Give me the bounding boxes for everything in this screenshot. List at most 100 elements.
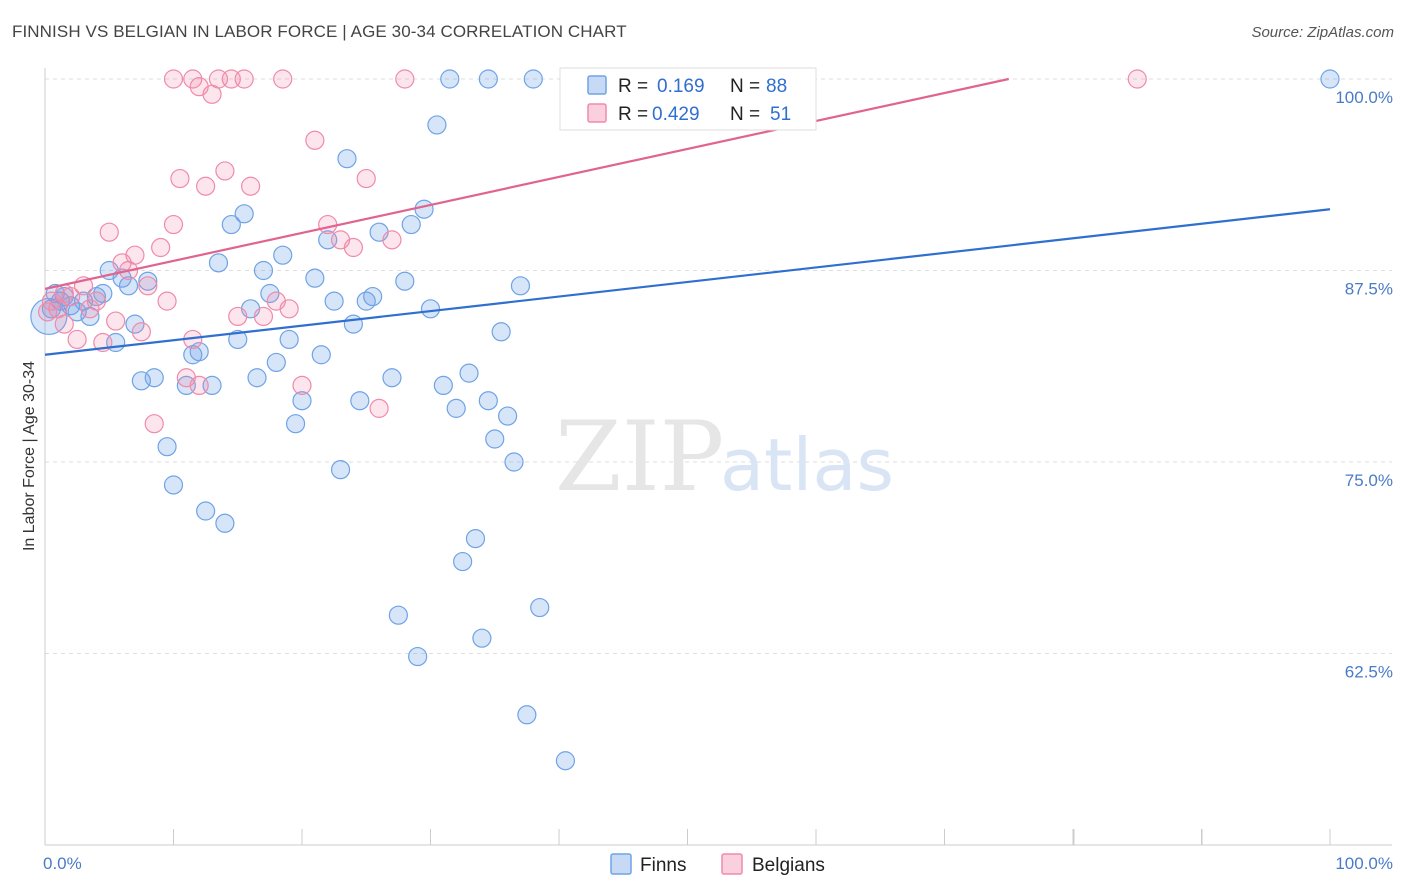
finns-point [498,406,518,426]
finns-point [1320,69,1340,89]
finns-point [228,329,248,350]
belgians-point [395,69,415,89]
legend-r-finns: 0.169 [657,76,705,97]
belgians-point [37,302,58,322]
finns-point [93,283,113,304]
belgians-point [163,69,184,89]
belgians-point [138,276,158,296]
belgians-point [99,222,119,242]
bottom-legend-belgians: Belgians [752,855,825,876]
finns-point [491,322,511,342]
finns-point [472,628,492,648]
belgians-point [215,161,235,181]
finns-point [478,391,498,411]
finns-point [337,149,357,169]
finns-point [453,551,473,572]
grid-lines [45,78,1392,654]
finns-trend-line [44,208,1331,356]
belgians-point [253,306,274,327]
belgians-point [54,314,74,334]
belgians-point [1127,69,1147,89]
belgians-point [86,291,107,311]
finns-point [408,646,428,667]
belgians-point [305,130,325,150]
y-tick-label: 100.0% [1335,88,1393,107]
finns-point [208,253,229,273]
finns-point [305,268,325,288]
x-ticks [173,829,1331,845]
finns-point [234,204,254,224]
finns-point [253,260,274,281]
belgians-point [279,299,299,319]
watermark-atlas: atlas [720,423,894,507]
belgians-point [144,414,164,434]
legend-n-label-belgians: N = [730,104,760,125]
legend-n-finns: 88 [766,76,787,97]
finns-point [138,271,158,291]
y-tick-label: 75.0% [1345,471,1393,490]
finns-point [478,69,498,89]
finns-point [485,429,505,449]
finns-point [324,291,344,311]
finns-point [260,283,280,304]
belgians-point [189,375,209,395]
belgians-point [170,168,190,189]
belgians-point [356,168,376,189]
finns-point [350,391,370,411]
bottom-legend: Finns Belgians [610,853,825,876]
legend-box: R = 0.169 N = 88 R = 0.429 N = 51 [559,67,817,131]
finns-point [157,437,177,457]
belgians-point [292,375,312,395]
legend-swatch-finns [587,75,607,95]
legend-n-label-finns: N = [730,76,760,97]
watermark-zip: ZIP [555,401,724,513]
finns-point [221,214,241,235]
finns-point [420,299,441,319]
finns-point [189,342,209,362]
source-label: Source: ZipAtlas.com [1251,24,1394,41]
belgians-point [382,230,402,250]
finns-point [279,329,299,350]
y-axis-label: In Labor Force | Age 30-34 [21,361,38,551]
finns-point [510,276,531,296]
finns-point [401,214,421,235]
bottom-legend-swatch-belgians [721,853,743,875]
belgians-point [273,69,293,89]
legend-r-label-finns: R = [618,76,648,97]
belgians-point [67,329,87,350]
finns-point [163,475,184,495]
legend-n-belgians: 51 [770,104,791,125]
finns-point [273,245,293,265]
legend-r-belgians: 0.429 [652,104,700,125]
belgians-point [157,291,177,311]
finns-point [247,368,267,388]
finns-point [292,391,312,411]
finns-point [440,69,460,89]
finns-point [459,363,479,383]
finns-point [125,314,145,334]
finns-point [363,286,383,307]
belgians-point [196,176,216,196]
finns-point [517,705,537,725]
x-tick-label-right: 100.0% [1335,854,1393,873]
finns-point [446,398,466,418]
belgians-point [318,214,338,235]
belgians-trend-line [44,77,1009,290]
finns-point [330,460,351,480]
finns-point [196,501,216,521]
belgians-point [343,237,363,258]
finns-point [311,345,331,365]
belgians-point [189,77,209,97]
belgians-point [61,286,81,307]
finns-point [523,69,543,89]
finns-point [215,513,235,533]
belgians-point [163,214,184,235]
finns-point [118,276,139,296]
finns-point [395,271,415,291]
y-tick-label: 62.5% [1345,663,1393,682]
finns-point [465,528,486,549]
finns-point [555,751,576,771]
belgians-point [131,322,151,342]
y-tick-label: 87.5% [1345,280,1393,299]
